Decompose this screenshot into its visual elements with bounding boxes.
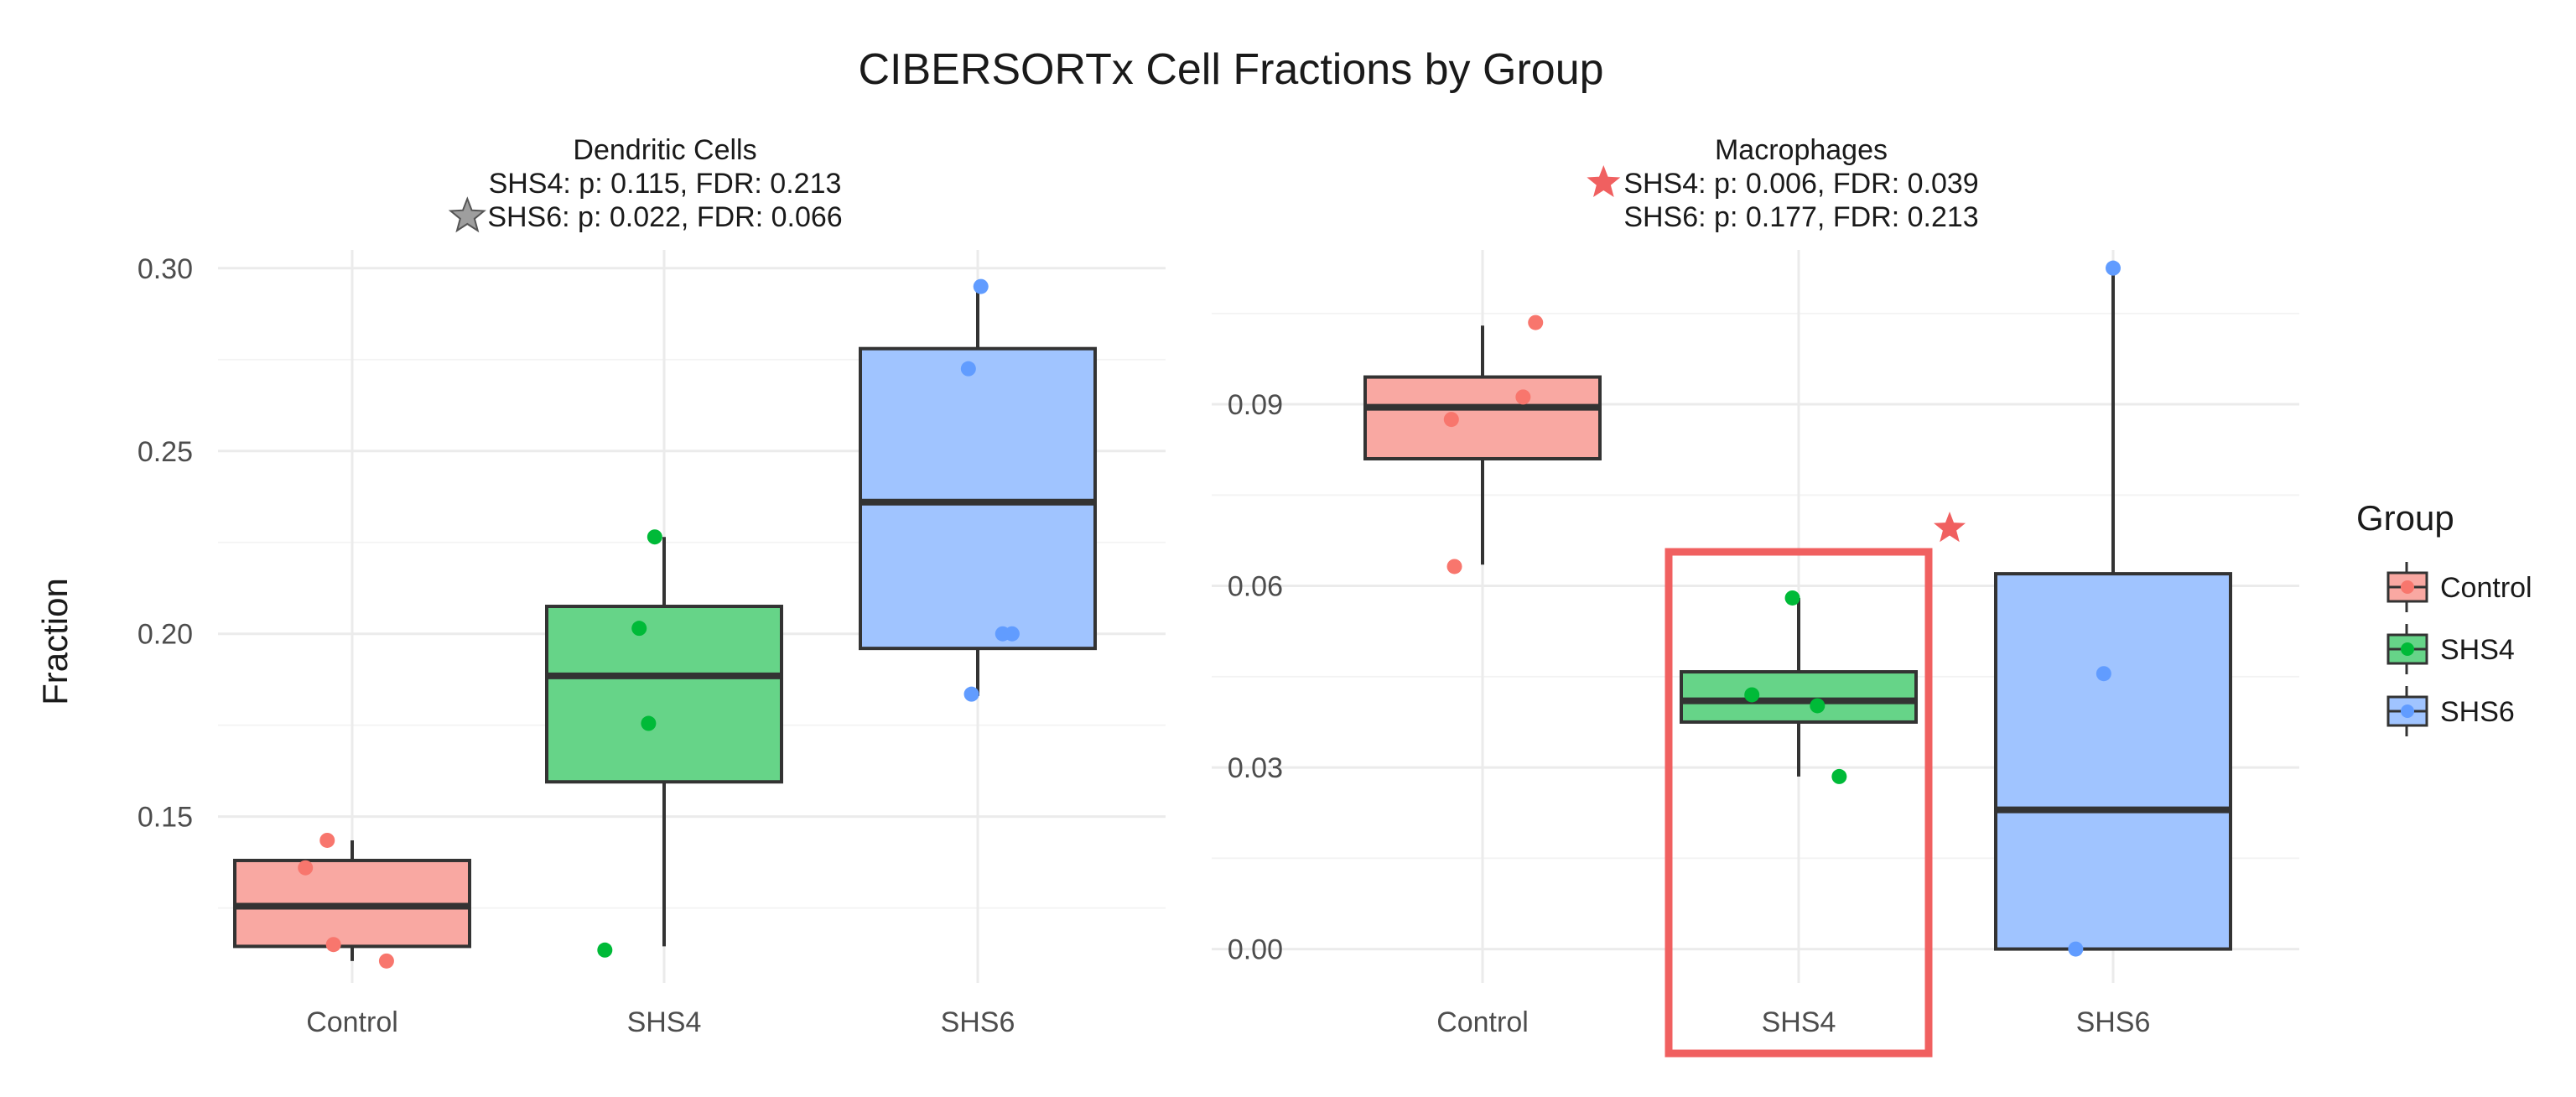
data-point [378, 953, 394, 969]
box-shs6 [859, 346, 1097, 651]
data-point [631, 621, 647, 637]
significance-star-icon [448, 196, 486, 233]
data-point [960, 361, 976, 377]
x-tick-label: Control [306, 1006, 398, 1038]
y-tick-label: 0.03 [1228, 752, 1283, 784]
panel-subtitle-line: SHS4: p: 0.115, FDR: 0.213 [489, 168, 842, 200]
data-point [1528, 315, 1544, 330]
y-tick-label: 0.09 [1228, 389, 1283, 421]
significance-star-icon [1587, 165, 1621, 197]
data-point [2068, 941, 2084, 957]
y-tick-label: 0.25 [138, 436, 193, 468]
y-tick-label: 0.15 [138, 802, 193, 834]
box-shs4 [1680, 670, 1918, 724]
legend-label-control: Control [2440, 572, 2532, 604]
box-shs6 [1994, 572, 2232, 951]
legend-key-point [2401, 580, 2414, 594]
data-point [641, 715, 657, 731]
x-tick-label: Control [1436, 1006, 1529, 1038]
data-point [963, 686, 979, 702]
panel-subtitle-line: SHS6: p: 0.022, FDR: 0.066 [487, 201, 842, 233]
y-tick-label: 0.00 [1228, 934, 1283, 966]
data-point [2106, 260, 2121, 276]
legend: Group Control SHS4 SHS6 [2356, 498, 2532, 736]
data-point [1784, 590, 1800, 606]
data-point [1446, 559, 1462, 574]
x-tick-label: SHS4 [1762, 1006, 1836, 1038]
y-tick-label: 0.20 [138, 619, 193, 651]
data-point [1004, 626, 1020, 642]
x-tick-label: SHS4 [627, 1006, 702, 1038]
data-point [2096, 666, 2111, 682]
legend-label-shs4: SHS4 [2440, 634, 2515, 666]
data-point [319, 832, 335, 848]
legend-title: Group [2356, 498, 2454, 538]
panel-title: Macrophages [1715, 134, 1888, 166]
panel-subtitle-line: SHS4: p: 0.006, FDR: 0.039 [1623, 168, 1978, 200]
significance-star-icon [1934, 512, 1966, 543]
y-tick-label: 0.30 [138, 253, 193, 285]
y-tick-label: 0.06 [1228, 571, 1283, 603]
y-axis-label: Fraction [35, 578, 75, 705]
box-shs4 [545, 605, 783, 784]
data-point [1831, 768, 1847, 784]
panel-macrophages: 0.00 0.03 0.06 0.09 Control SHS4 SHS6 Macrophag… [1212, 134, 2299, 1058]
data-point [1744, 687, 1760, 703]
data-point [973, 278, 989, 294]
legend-label-shs6: SHS6 [2440, 696, 2515, 728]
panel-dendritic-cells: 0.15 0.20 0.25 0.30 Control SHS4 SHS6 Dendritic… [138, 134, 1166, 1038]
legend-key-point [2401, 642, 2414, 656]
legend-key-point [2401, 704, 2414, 718]
x-tick-label: SHS6 [941, 1006, 1015, 1038]
data-point [1515, 389, 1531, 405]
box-control [1363, 375, 1602, 460]
data-point [298, 860, 314, 876]
data-point [647, 529, 662, 545]
data-point [1443, 412, 1459, 428]
panel-subtitle-line: SHS6: p: 0.177, FDR: 0.213 [1623, 201, 1978, 233]
data-point [597, 942, 613, 958]
highlight-box [1665, 548, 1933, 1058]
figure-title: CIBERSORTx Cell Fractions by Group [858, 45, 1603, 94]
data-point [325, 937, 341, 953]
panel-title: Dendritic Cells [573, 134, 756, 166]
x-tick-label: SHS6 [2076, 1006, 2151, 1038]
data-point [1810, 698, 1826, 714]
